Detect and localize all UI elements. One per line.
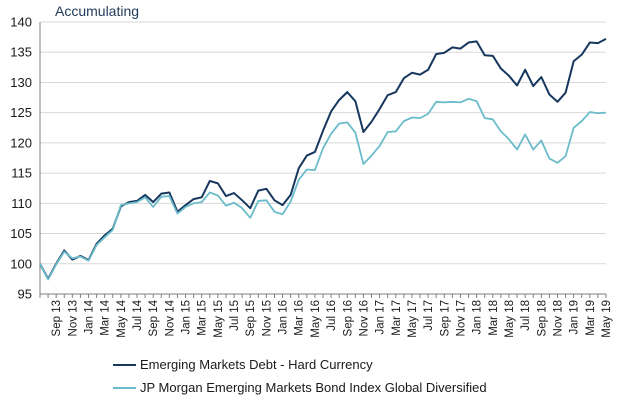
- x-tick-label: May 16: [310, 300, 322, 338]
- series-lines: [39, 38, 607, 281]
- x-tick-label: Mar 17: [391, 300, 403, 336]
- x-tick-label: May 18: [504, 300, 516, 338]
- legend-label: Emerging Markets Debt - Hard Currency: [140, 357, 373, 372]
- x-tick-label: Nov 17: [455, 300, 467, 336]
- x-tick-label: Nov 15: [261, 300, 273, 336]
- x-tick-label: Jan 16: [278, 300, 290, 335]
- x-tick-label: Jan 18: [472, 300, 484, 335]
- x-tick-label: Jan 15: [181, 300, 193, 335]
- y-tick-label: 130: [10, 75, 32, 90]
- x-tick-label: May 19: [601, 300, 613, 338]
- x-tick-label: May 15: [213, 300, 225, 338]
- legend-label: JP Morgan Emerging Markets Bond Index Gl…: [140, 380, 487, 395]
- x-tick-label: Sep 13: [51, 300, 63, 336]
- x-tick-label: Jan 14: [84, 299, 96, 334]
- chart-title: Accumulating: [55, 3, 139, 19]
- y-axis-ticks: 95 100 105 110 115 120 125 130 135 140: [10, 15, 32, 302]
- y-tick-label: 110: [11, 196, 32, 211]
- x-tick-label: Mar 16: [294, 300, 306, 336]
- x-tick-label: Nov 14: [164, 299, 176, 336]
- series-line-1: [39, 38, 607, 280]
- axes: [39, 22, 606, 295]
- y-tick-label: 100: [10, 256, 32, 271]
- x-tick-label: Nov 13: [67, 300, 79, 336]
- x-tick-label: Jul 14: [132, 299, 144, 330]
- x-tick-label: Mar 18: [488, 300, 500, 336]
- x-tick-label: Mar 14: [100, 299, 112, 335]
- x-tick-label: Mar 19: [585, 300, 597, 336]
- x-tick-label: Nov 16: [358, 300, 370, 336]
- x-tick-label: May 17: [407, 300, 419, 338]
- x-tick-label: Sep 17: [439, 300, 451, 336]
- x-tick-label: Jul 17: [423, 300, 435, 331]
- x-axis-ticks: Sep 13 Nov 13 Jan 14 Mar 14 May 14 Jul 14 Sep …: [39, 294, 613, 338]
- x-tick-label: Sep 16: [342, 300, 354, 336]
- y-tick-label: 95: [18, 287, 32, 302]
- y-tick-label: 120: [10, 135, 32, 150]
- y-tick-label: 135: [10, 45, 32, 60]
- x-tick-label: Mar 15: [197, 300, 209, 336]
- x-tick-label: Sep 14: [148, 299, 160, 336]
- x-tick-label: Nov 18: [552, 300, 564, 336]
- y-tick-label: 115: [11, 166, 32, 181]
- x-tick-label: Jan 19: [569, 300, 581, 335]
- x-tick-label: Jul 18: [520, 300, 532, 331]
- x-tick-label: May 14: [116, 299, 128, 337]
- y-tick-label: 105: [10, 226, 32, 241]
- x-tick-label: Sep 18: [536, 300, 548, 336]
- x-tick-label: Sep 15: [245, 300, 257, 336]
- y-tick-label: 140: [10, 15, 32, 30]
- x-tick-label: Jul 15: [229, 300, 241, 331]
- y-tick-label: 125: [10, 105, 32, 120]
- legend: Emerging Markets Debt - Hard Currency JP …: [113, 357, 487, 395]
- x-tick-label: Jan 17: [375, 300, 387, 335]
- series-line-2: [39, 97, 607, 281]
- x-tick-label: Jul 16: [326, 300, 338, 331]
